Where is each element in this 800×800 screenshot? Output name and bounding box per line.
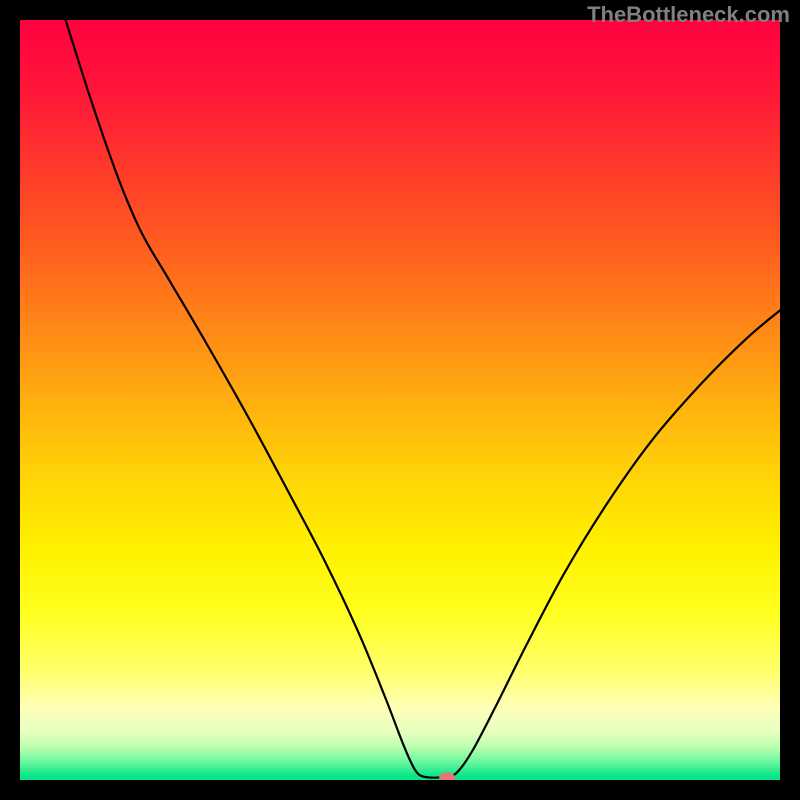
chart-frame: TheBottleneck.com (0, 0, 800, 800)
gradient-background (20, 20, 780, 780)
chart-svg (20, 20, 780, 780)
watermark-text: TheBottleneck.com (587, 2, 790, 28)
plot-area (20, 20, 780, 780)
